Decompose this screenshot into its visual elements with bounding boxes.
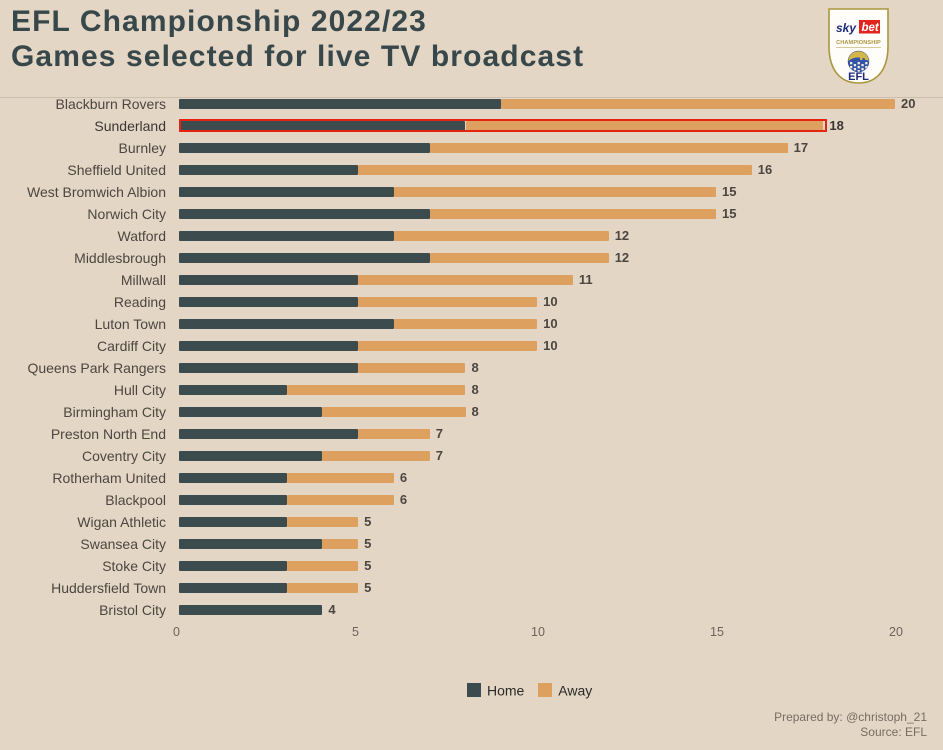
svg-text:CHAMPIONSHIP: CHAMPIONSHIP [836,40,881,46]
svg-text:bet: bet [862,22,880,34]
svg-text:EFL: EFL [848,71,869,83]
svg-text:sky: sky [836,21,857,35]
